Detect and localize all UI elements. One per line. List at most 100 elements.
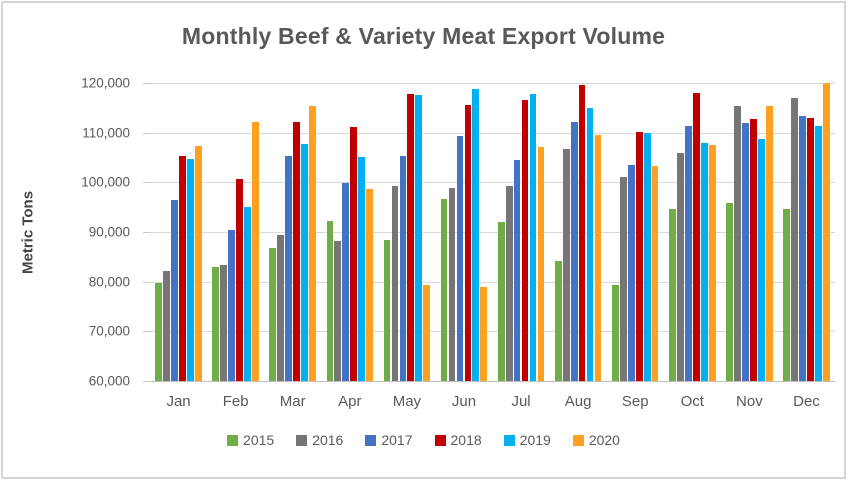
x-tick-label-oct: Oct <box>680 393 704 410</box>
x-tick-label-jun: Jun <box>451 393 477 410</box>
x-tick-label-jan: Jan <box>166 393 191 410</box>
legend-label: 2018 <box>450 432 482 448</box>
x-tick-label-nov: Nov <box>736 393 763 410</box>
bar-2017-jul <box>513 160 521 381</box>
x-tick-label-sep: Sep <box>621 393 649 410</box>
x-axis-line <box>150 381 835 382</box>
bar-2017-aug <box>570 122 578 381</box>
legend-swatch-icon <box>296 434 308 446</box>
plot-area <box>150 82 835 382</box>
bar-2015-oct <box>669 209 676 381</box>
bar-2018-aug <box>578 84 586 381</box>
bar-2017-mar <box>285 156 293 381</box>
x-tick-label-dec: Dec <box>793 393 820 410</box>
bar-2019-aug <box>586 108 594 381</box>
bar-2020-dec <box>822 82 830 381</box>
legend-swatch-icon <box>227 434 239 446</box>
bar-2017-jan <box>171 199 178 381</box>
y-tick-mark <box>143 381 150 382</box>
x-axis-labels: Jan Feb Mar Apr May Jun Jul Aug Sep Oct Nov Dec <box>150 393 835 413</box>
bar-2016-jul <box>505 185 513 381</box>
gridline-100000 <box>150 182 835 183</box>
bar-2019-jan <box>187 158 194 381</box>
bar-2019-jun <box>472 89 480 381</box>
bar-2019-may <box>415 95 423 381</box>
bar-2016-mar <box>277 235 285 381</box>
x-tick-label-may: May <box>392 393 422 410</box>
bar-2017-sep <box>627 165 635 381</box>
bar-2018-may <box>407 94 415 381</box>
bar-2018-jun <box>464 104 472 381</box>
y-tick-mark <box>143 182 150 183</box>
bar-2016-apr <box>334 240 342 381</box>
bar-2020-mar <box>309 105 316 381</box>
bar-2015-feb <box>212 266 220 381</box>
bar-2020-feb <box>252 122 259 381</box>
bar-2017-apr <box>342 182 350 381</box>
bar-2015-jun <box>440 199 448 381</box>
bar-2020-apr <box>366 188 374 381</box>
bar-2016-oct <box>676 153 684 381</box>
bar-2018-dec <box>807 118 814 381</box>
bar-2017-dec <box>799 116 806 381</box>
legend-label: 2016 <box>312 432 344 448</box>
bar-2016-dec <box>791 98 798 381</box>
y-tick-mark <box>143 232 150 233</box>
chart-title: Monthly Beef & Variety Meat Export Volum… <box>181 23 666 49</box>
legend-label: 2019 <box>519 432 551 448</box>
y-tick-label: 80,000 <box>88 274 130 290</box>
legend-item-2017: 2017 <box>365 432 413 448</box>
bar-2015-sep <box>611 284 619 381</box>
bar-2018-jul <box>521 100 529 381</box>
y-tick-label: 100,000 <box>81 174 130 190</box>
y-tick-mark <box>143 83 150 84</box>
legend-swatch-icon <box>365 434 377 446</box>
gridline-120000 <box>150 83 835 84</box>
bar-2020-may <box>423 284 431 381</box>
bar-2019-apr <box>358 156 366 381</box>
legend: 2015 2016 2017 2018 2019 2020 <box>3 432 844 448</box>
bar-2019-nov <box>757 139 765 381</box>
y-tick-label: 60,000 <box>88 373 130 389</box>
bar-2019-feb <box>244 207 251 381</box>
bar-2016-sep <box>619 177 627 381</box>
legend-label: 2015 <box>243 432 275 448</box>
bar-2019-mar <box>301 144 309 381</box>
bar-2018-apr <box>350 126 358 381</box>
bar-2020-jun <box>480 287 488 381</box>
gridline-80000 <box>150 282 835 283</box>
legend-item-2020: 2020 <box>572 432 620 448</box>
bar-2018-oct <box>692 93 700 381</box>
bar-2020-sep <box>651 166 659 381</box>
x-tick-label-jul: Jul <box>511 393 531 410</box>
y-tick-label: 90,000 <box>88 224 130 240</box>
bar-2015-may <box>383 239 391 381</box>
y-tick-label: 120,000 <box>81 75 130 91</box>
x-tick-label-aug: Aug <box>564 393 592 410</box>
bar-2016-jun <box>448 188 456 381</box>
y-tick-mark <box>143 331 150 332</box>
bar-2016-jan <box>163 270 170 381</box>
bar-2018-feb <box>236 178 243 381</box>
bar-2016-nov <box>734 105 741 381</box>
legend-label: 2020 <box>588 432 620 448</box>
legend-item-2019: 2019 <box>503 432 551 448</box>
x-tick-label-mar: Mar <box>279 393 306 410</box>
bar-2018-nov <box>749 119 757 381</box>
bar-2017-feb <box>228 230 236 381</box>
y-axis-title: Metric Tons <box>19 190 37 275</box>
legend-swatch-icon <box>572 434 584 446</box>
legend-label: 2017 <box>381 432 413 448</box>
bar-2018-jan <box>179 155 186 381</box>
bar-2015-dec <box>783 208 790 381</box>
bar-2016-aug <box>562 148 570 381</box>
legend-item-2016: 2016 <box>296 432 343 448</box>
legend-item-2018: 2018 <box>434 432 482 448</box>
bar-2017-jun <box>456 135 464 381</box>
bar-2020-oct <box>708 145 716 381</box>
bar-2020-jul <box>537 147 545 381</box>
bar-2020-nov <box>765 106 773 381</box>
bar-2015-aug <box>554 260 562 381</box>
bar-2020-aug <box>594 134 602 381</box>
